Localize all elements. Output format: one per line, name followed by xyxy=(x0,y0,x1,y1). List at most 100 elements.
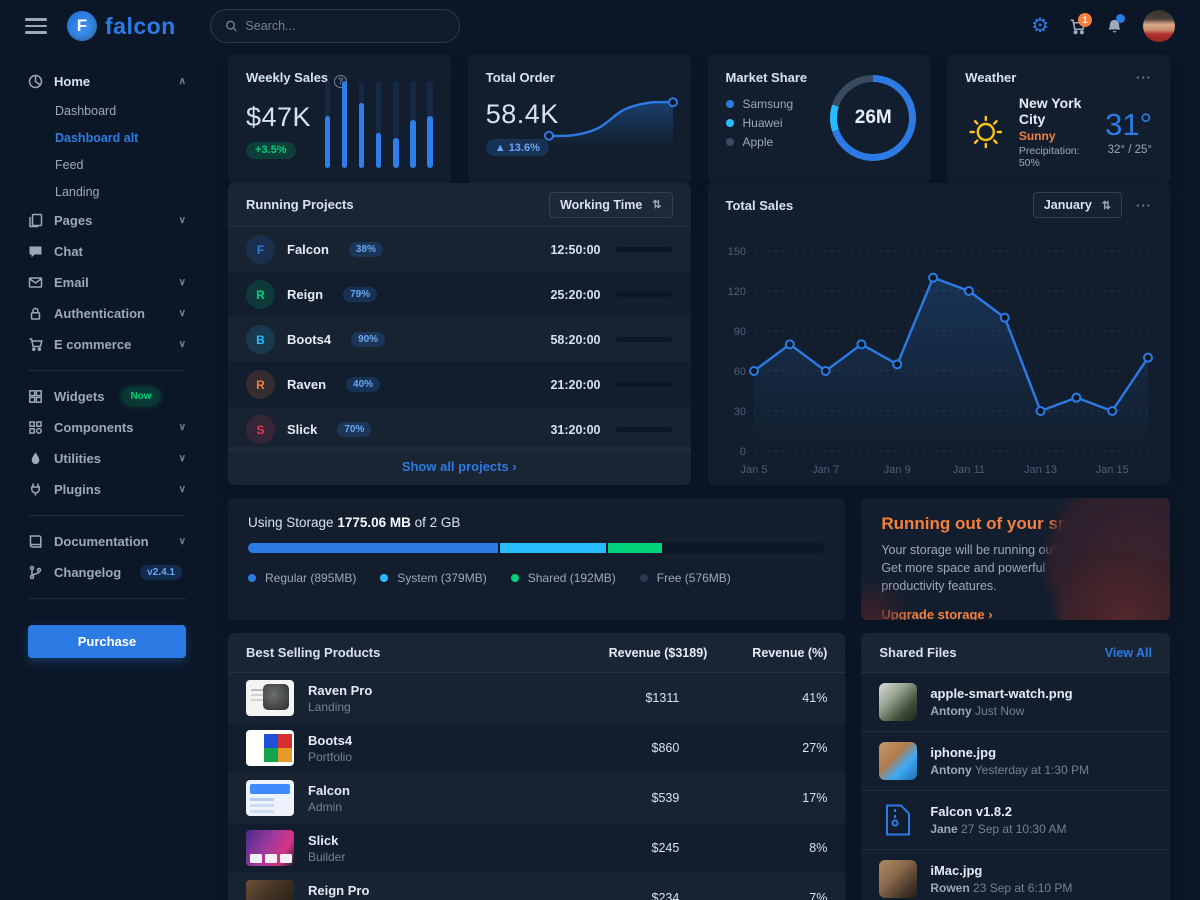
file-row[interactable]: iMac.jpg Rowen 23 Sep at 6:10 PM xyxy=(861,849,1170,900)
sidebar-item-email[interactable]: Email ∨ xyxy=(28,267,186,298)
product-thumbnail xyxy=(246,680,294,716)
legend-dot xyxy=(248,574,256,582)
project-time: 21:20:00 xyxy=(550,377,601,392)
top-navbar: F falcon ⚙ 1 xyxy=(0,0,1200,52)
sidebar-subitem-dashboard[interactable]: Dashboard xyxy=(55,103,117,118)
total-order-sparkline xyxy=(543,97,678,147)
project-avatar: F xyxy=(246,235,275,264)
sidebar-item-documentation[interactable]: Documentation ∨ xyxy=(28,526,186,557)
main-content: Weekly Sales? $47K +3.5% Total Order 58.… xyxy=(210,52,1200,900)
sidebar-item-label: Plugins xyxy=(54,482,101,497)
legend-label: System (379MB) xyxy=(397,571,487,585)
product-row[interactable]: Boots4 Portfolio $860 27% xyxy=(228,723,845,773)
chart-pie-icon xyxy=(28,74,43,89)
legend-item: Shared (192MB) xyxy=(510,571,616,585)
sidebar-item-utilities[interactable]: Utilities ∨ xyxy=(28,443,186,474)
book-icon xyxy=(29,535,42,548)
card-title: Weekly Sales xyxy=(246,70,329,85)
settings-gear-icon[interactable]: ⚙ xyxy=(1031,15,1049,37)
weather-city: New York City xyxy=(1018,95,1082,127)
upgrade-storage-link[interactable]: Upgrade storage › xyxy=(881,607,993,620)
cart-icon[interactable]: 1 xyxy=(1069,12,1092,35)
project-row[interactable]: B Boots4 90% 58:20:00 xyxy=(228,317,691,362)
sidebar-item-home[interactable]: Home ∧ xyxy=(28,66,186,97)
storage-row: Using Storage 1775.06 MB of 2 GB Regular… xyxy=(228,498,1170,620)
sidebar-subitem-dashboard-alt[interactable]: Dashboard alt xyxy=(55,130,139,145)
file-row[interactable]: Falcon v1.8.2 Jane 27 Sep at 10:30 AM xyxy=(861,790,1170,849)
svg-text:150: 150 xyxy=(727,246,745,258)
best-selling-header: Best Selling Products Revenue ($3189) Re… xyxy=(228,633,846,673)
falcon-logo[interactable]: F falcon xyxy=(67,11,176,41)
running-projects-header: Running Projects Working Time ⇅ xyxy=(228,183,691,227)
search-box[interactable] xyxy=(209,9,460,43)
sidebar-item-changelog[interactable]: Changelog v2.4.1 xyxy=(28,557,186,588)
products-list: Raven Pro Landing $1311 41% Boots4 Portfol… xyxy=(228,673,845,900)
file-meta: Antony Just Now xyxy=(930,704,1025,718)
project-row[interactable]: R Reign 79% 25:20:00 xyxy=(228,272,691,317)
svg-text:Jan 5: Jan 5 xyxy=(740,464,767,476)
column-header-revenue: Revenue ($3189) xyxy=(608,645,708,660)
file-row[interactable]: apple-smart-watch.png Antony Just Now xyxy=(861,673,1170,731)
project-name: Boots4 xyxy=(287,332,332,347)
notifications-bell-icon[interactable] xyxy=(1106,13,1125,35)
sidebar-item-label: Widgets xyxy=(54,389,105,404)
file-thumbnail xyxy=(879,683,918,721)
chevron-down-icon: ∨ xyxy=(178,536,186,547)
purchase-button[interactable]: Purchase xyxy=(28,625,186,658)
working-time-select[interactable]: Working Time ⇅ xyxy=(549,191,673,218)
month-select[interactable]: January ⇅ xyxy=(1032,192,1122,218)
product-row[interactable]: Slick Builder $245 8% xyxy=(228,823,845,873)
project-name: Raven xyxy=(287,377,327,392)
project-row[interactable]: S Slick 70% 31:20:00 xyxy=(228,407,691,452)
card-title: Best Selling Products xyxy=(246,645,381,660)
user-avatar[interactable] xyxy=(1143,10,1175,42)
chevron-down-icon: ∨ xyxy=(178,339,186,350)
project-percent-badge: 70% xyxy=(337,422,372,437)
sidebar-item-components[interactable]: Components ∨ xyxy=(28,412,186,443)
product-price: $234 xyxy=(651,891,680,900)
legend-item: Free (576MB) xyxy=(639,571,731,585)
sidebar-item-chat[interactable]: Chat xyxy=(28,236,186,267)
sidebar-subitem-feed[interactable]: Feed xyxy=(55,157,84,172)
file-thumbnail xyxy=(879,860,918,898)
sidebar-item-plugins[interactable]: Plugins ∨ xyxy=(28,474,186,505)
project-progress-bar xyxy=(614,292,673,297)
sidebar-subitem-landing[interactable]: Landing xyxy=(55,184,100,199)
file-meta: Antony Yesterday at 1:30 PM xyxy=(930,763,1090,777)
total-order-badge: ▲ 13.6% xyxy=(485,139,549,156)
sidebar-item-authentication[interactable]: Authentication ∨ xyxy=(28,298,186,329)
search-input[interactable] xyxy=(245,19,445,33)
project-avatar: R xyxy=(246,280,275,309)
product-category: Admin xyxy=(308,799,343,814)
sidebar-item-ecommerce[interactable]: E commerce ∨ xyxy=(28,329,186,360)
hamburger-menu-icon[interactable] xyxy=(25,14,47,38)
product-row[interactable]: Falcon Admin $539 17% xyxy=(228,773,845,823)
info-icon[interactable]: ? xyxy=(334,74,348,88)
ellipsis-menu-icon[interactable]: ··· xyxy=(1136,197,1152,213)
svg-text:Jan 7: Jan 7 xyxy=(812,464,839,476)
ellipsis-menu-icon[interactable]: ··· xyxy=(1136,70,1152,85)
product-row[interactable]: Reign ProAgency $234 7% xyxy=(228,873,845,900)
sidebar-item-widgets[interactable]: Widgets Now xyxy=(28,381,186,412)
sidebar-item-pages[interactable]: Pages ∨ xyxy=(28,205,186,236)
donut-center-label: 26M xyxy=(837,82,910,154)
view-all-link[interactable]: View All xyxy=(1104,645,1152,660)
legend-label: Huawei xyxy=(742,116,783,130)
widgets-grid-icon xyxy=(29,390,42,403)
show-all-projects-link[interactable]: Show all projects › xyxy=(401,458,517,474)
market-share-card: Market Share Samsung Huawei Apple 26M xyxy=(707,55,931,184)
storage-legend: Regular (895MB) System (379MB) Shared (1… xyxy=(248,566,825,590)
project-percent-badge: 38% xyxy=(348,242,383,257)
product-category: Builder xyxy=(308,849,346,864)
plug-icon xyxy=(31,483,40,496)
project-row[interactable]: R Raven 40% 21:20:00 xyxy=(228,362,691,407)
best-selling-card: Best Selling Products Revenue ($3189) Re… xyxy=(228,633,846,900)
project-row[interactable]: F Falcon 38% 12:50:00 xyxy=(228,227,691,272)
card-title: Shared Files xyxy=(879,645,957,660)
project-time: 12:50:00 xyxy=(550,242,601,257)
product-row[interactable]: Raven Pro Landing $1311 41% xyxy=(228,673,845,723)
market-share-legend: Samsung Huawei Apple xyxy=(725,97,913,149)
file-row[interactable]: iphone.jpg Antony Yesterday at 1:30 PM xyxy=(861,731,1170,790)
project-avatar: B xyxy=(246,325,275,354)
legend-item: Huawei xyxy=(725,116,913,130)
